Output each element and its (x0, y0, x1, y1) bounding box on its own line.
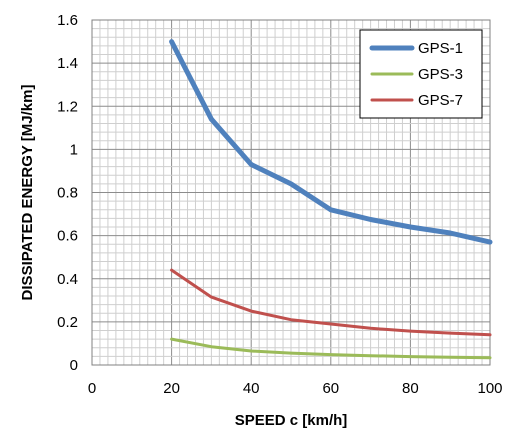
x-tick-label: 40 (243, 380, 260, 397)
x-tick-label: 100 (477, 380, 502, 397)
x-tick-label: 0 (88, 380, 96, 397)
x-tick-label: 80 (402, 380, 419, 397)
y-tick-label: 0.2 (57, 314, 78, 331)
legend-label-gps-1: GPS-1 (418, 40, 463, 57)
x-axis-title: SPEED c [km/h] (235, 412, 348, 429)
series-line-gps-7 (170, 268, 492, 337)
legend-label-gps-3: GPS-3 (418, 66, 463, 83)
y-tick-label: 1 (70, 141, 78, 158)
plot-area-border (91, 19, 491, 366)
y-tick-label: 1.6 (57, 12, 78, 29)
y-tick-label: 0.6 (57, 228, 78, 245)
series-line-gps-3 (170, 337, 492, 360)
y-axis-title: DISSIPATED ENERGY [MJ/km] (19, 85, 36, 301)
series-line-gps-1 (169, 39, 493, 245)
x-tick-label: 20 (163, 380, 180, 397)
y-tick-label: 1.4 (57, 55, 78, 72)
legend-label-gps-7: GPS-7 (418, 92, 463, 109)
y-tick-label: 0.8 (57, 185, 78, 202)
x-axis-ticks: 0 20 40 60 80 100 (88, 380, 503, 397)
y-axis-ticks: 0 0.2 0.4 0.6 0.8 1 1.2 1.4 1.6 (57, 12, 78, 374)
y-tick-label: 1.2 (57, 98, 78, 115)
y-tick-label: 0 (70, 357, 78, 374)
legend: GPS-1 GPS-3 GPS-7 (359, 29, 483, 119)
x-tick-label: 60 (322, 380, 339, 397)
series-lines (169, 39, 493, 360)
y-tick-label: 0.4 (57, 271, 78, 288)
